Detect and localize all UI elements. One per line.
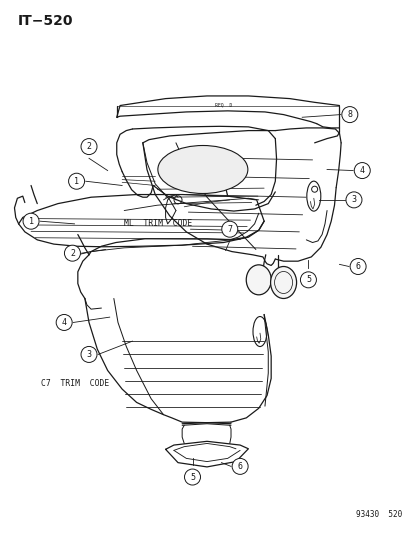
Text: IT−520: IT−520 (18, 14, 74, 28)
Circle shape (81, 346, 97, 362)
Text: 4: 4 (359, 166, 364, 175)
Text: 3: 3 (351, 196, 356, 204)
Text: 3: 3 (86, 350, 91, 359)
Circle shape (341, 107, 357, 123)
Text: 5: 5 (190, 473, 195, 481)
Circle shape (184, 469, 200, 485)
Text: 6: 6 (355, 262, 360, 271)
Circle shape (64, 245, 80, 261)
Ellipse shape (246, 265, 271, 295)
Text: 93430  520: 93430 520 (355, 510, 401, 519)
Circle shape (232, 458, 247, 474)
Circle shape (345, 192, 361, 208)
Text: 1: 1 (74, 177, 79, 185)
Ellipse shape (157, 146, 247, 193)
Text: 1: 1 (28, 217, 33, 225)
Text: C7  TRIM  CODE: C7 TRIM CODE (41, 379, 109, 388)
Circle shape (56, 314, 72, 330)
Circle shape (300, 272, 316, 288)
Text: 6: 6 (237, 462, 242, 471)
Text: 5: 5 (305, 276, 310, 284)
Text: ML  TRIM  CODE: ML TRIM CODE (124, 220, 192, 228)
Text: REQ  D: REQ D (214, 102, 232, 107)
Text: 2: 2 (86, 142, 91, 151)
Circle shape (354, 163, 369, 179)
Text: 8: 8 (347, 110, 351, 119)
Text: 7: 7 (227, 225, 232, 233)
Text: 4: 4 (62, 318, 66, 327)
Circle shape (81, 139, 97, 155)
Ellipse shape (270, 266, 296, 298)
Circle shape (349, 259, 365, 274)
Circle shape (221, 221, 237, 237)
Circle shape (69, 173, 84, 189)
Circle shape (23, 213, 39, 229)
Text: 2: 2 (70, 249, 75, 257)
